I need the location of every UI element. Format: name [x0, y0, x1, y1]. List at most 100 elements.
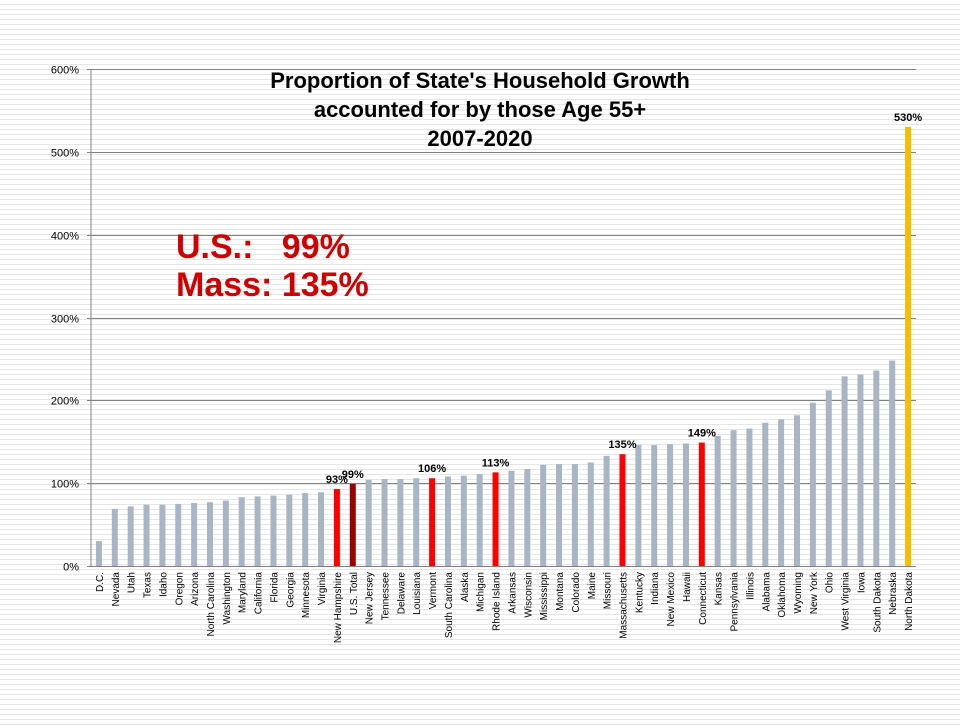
chart-title-line-3: 2007-2020 [427, 126, 532, 151]
y-tick-label: 600% [51, 65, 79, 77]
bar [778, 419, 785, 566]
bar [619, 454, 626, 566]
bar [603, 455, 610, 566]
bar [318, 492, 325, 566]
y-tick-label: 300% [51, 314, 79, 326]
y-tick-label: 400% [51, 231, 79, 243]
bar [762, 422, 769, 566]
bar [413, 478, 420, 566]
callout-us: U.S.: 99% [176, 228, 350, 266]
x-tick-label: Alabama [761, 572, 772, 612]
x-tick-label: Washington [222, 572, 233, 624]
x-tick-label: New York [809, 571, 820, 614]
y-tick-label: 200% [51, 396, 79, 408]
x-tick-label: California [254, 572, 265, 615]
bar [492, 472, 499, 566]
data-label: 149% [688, 428, 716, 440]
x-axis-tick-labels: D.C. Nevada Utah Texas Idaho Oregon Arizona Nor… [95, 571, 915, 643]
axes [90, 69, 916, 567]
data-label: 99% [342, 469, 364, 481]
bar [698, 442, 705, 566]
y-tick-label: 0% [63, 562, 79, 574]
x-tick-label: Delaware [396, 572, 407, 615]
x-tick-label: Wisconsin [523, 572, 534, 618]
x-tick-label: West Virginia [841, 572, 852, 631]
x-tick-label: Wyoming [793, 572, 804, 614]
y-axis-tick-labels: 0% 100% 200% 300% 400% 500% 600% [51, 65, 79, 574]
x-tick-label: North Dakota [904, 572, 915, 631]
x-tick-label: Pennsylvania [730, 572, 741, 632]
bar [524, 469, 531, 566]
x-tick-label: Florida [269, 572, 280, 603]
x-tick-label: Idaho [158, 572, 169, 597]
x-tick-label: Virginia [317, 572, 328, 606]
x-tick-label: Ohio [825, 572, 836, 594]
x-tick-label: Nebraska [888, 572, 899, 615]
bar [841, 376, 848, 566]
bar [95, 541, 102, 566]
x-tick-label: Oklahoma [777, 572, 788, 618]
bar [873, 370, 880, 566]
callout-mass: Mass: 135% [176, 266, 369, 304]
x-tick-label: Missouri [603, 572, 614, 609]
bar [460, 475, 467, 566]
bar [540, 464, 547, 566]
bar [286, 494, 293, 566]
bar [556, 464, 563, 566]
x-tick-label: Utah [127, 572, 138, 593]
bar [349, 483, 356, 566]
x-tick-label: New Jersey [365, 572, 376, 624]
data-label: 106% [418, 463, 446, 475]
data-label: 93% [326, 474, 348, 486]
bar [825, 390, 832, 566]
x-tick-label: South Carolina [444, 572, 455, 639]
bar [635, 445, 642, 566]
bar [429, 478, 436, 566]
x-tick-label: Kansas [714, 572, 725, 605]
x-tick-label: U.S. Total [349, 572, 360, 615]
bar [889, 360, 896, 566]
bar [111, 508, 118, 566]
bar [302, 493, 309, 566]
x-tick-label: Oregon [174, 572, 185, 605]
x-tick-label: New Mexico [666, 572, 677, 627]
x-tick-label: North Carolina [206, 572, 217, 637]
y-tick-label: 100% [51, 479, 79, 491]
bar [651, 445, 658, 566]
bar [365, 479, 372, 566]
bar [159, 504, 166, 566]
x-tick-label: Tennessee [381, 572, 392, 621]
bar [222, 500, 229, 566]
x-tick-label: Arizona [190, 572, 201, 606]
x-tick-label: Connecticut [698, 572, 709, 625]
bar [206, 502, 213, 566]
gridlines [87, 69, 916, 567]
x-tick-label: Rhode Island [492, 572, 503, 631]
x-tick-label: Minnesota [301, 572, 312, 619]
bars [95, 126, 912, 566]
bar [794, 415, 801, 566]
x-tick-label: Colorado [571, 572, 582, 613]
chart-title-line-2: accounted for by those Age 55+ [314, 97, 646, 122]
bar [191, 503, 198, 566]
bar [667, 444, 674, 566]
bar [508, 470, 515, 566]
x-tick-label: New Hampshire [333, 572, 344, 644]
bar [397, 479, 404, 566]
bar [905, 126, 912, 566]
bar [127, 506, 134, 566]
x-tick-label: Hawaii [682, 572, 693, 602]
x-tick-label: Montana [555, 572, 566, 611]
x-tick-label: Alaska [460, 572, 471, 602]
x-tick-label: Indiana [650, 572, 661, 605]
x-tick-label: Illinois [745, 572, 756, 600]
x-tick-label: Texas [143, 572, 154, 598]
bar [476, 474, 483, 566]
bar [809, 402, 816, 566]
x-tick-label: Iowa [856, 572, 867, 594]
x-tick-label: Mississippi [539, 572, 550, 620]
bar [333, 488, 340, 566]
bar [857, 374, 864, 566]
x-tick-label: Georgia [285, 572, 296, 608]
x-tick-label: Maryland [238, 572, 249, 613]
